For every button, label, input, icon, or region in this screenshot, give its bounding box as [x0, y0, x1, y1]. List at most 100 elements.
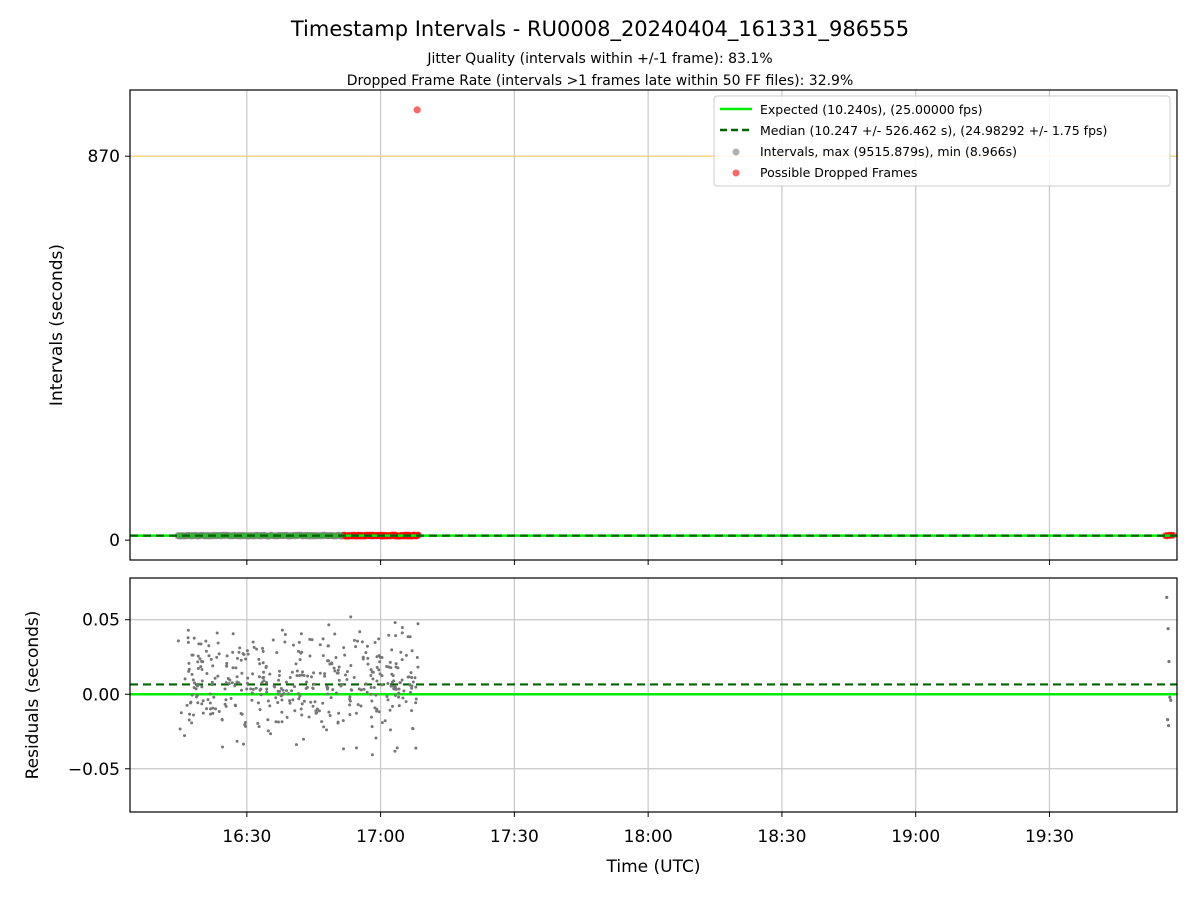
residual-point — [365, 690, 369, 694]
residual-point — [416, 665, 420, 669]
residual-point — [343, 653, 347, 657]
residual-point — [205, 672, 209, 676]
residual-point — [352, 675, 356, 679]
residual-point — [390, 648, 394, 652]
residual-point — [266, 699, 270, 703]
residual-point — [337, 711, 341, 715]
residual-point — [208, 701, 212, 705]
residual-point — [409, 671, 413, 675]
residual-point — [245, 681, 249, 685]
residual-point — [285, 715, 289, 719]
residual-point — [235, 680, 239, 684]
residual-point — [314, 711, 318, 715]
residual-point — [239, 688, 243, 692]
legend-box — [713, 95, 1171, 187]
residual-point — [375, 679, 379, 683]
residual-point — [217, 652, 221, 656]
residual-point — [201, 699, 205, 703]
residual-point — [349, 664, 353, 668]
residual-point — [326, 659, 330, 663]
residual-point — [336, 671, 340, 675]
x-tick-label: 16:30 — [222, 827, 271, 847]
residual-point — [370, 699, 374, 703]
residuals-marks — [176, 595, 1173, 757]
residual-point — [200, 659, 204, 663]
residual-point — [1165, 595, 1169, 599]
residual-point — [233, 703, 237, 707]
residual-point — [207, 654, 211, 658]
residual-point — [217, 709, 221, 713]
residual-point — [374, 736, 378, 740]
residuals-y-tick-label: −0.05 — [68, 760, 120, 780]
residual-point — [210, 683, 214, 687]
residual-point — [404, 653, 408, 657]
residual-point — [286, 692, 290, 696]
residual-point — [255, 647, 259, 651]
residual-point — [323, 674, 327, 678]
residual-point — [262, 675, 266, 679]
residual-point — [240, 712, 244, 716]
legend-dropped-label: Possible Dropped Frames — [760, 165, 917, 180]
residual-point — [293, 685, 297, 689]
intervals-marks — [130, 106, 1177, 540]
residual-point — [245, 687, 249, 691]
x-axis-label: Time (UTC) — [606, 857, 701, 877]
residual-point — [250, 698, 254, 702]
residual-point — [188, 712, 192, 716]
residual-point — [241, 652, 245, 656]
residual-point — [393, 693, 397, 697]
residual-point — [369, 685, 373, 689]
residual-point — [333, 632, 337, 636]
residual-point — [393, 749, 397, 753]
residual-point — [258, 662, 262, 666]
residual-point — [240, 671, 244, 675]
residual-point — [1168, 695, 1172, 699]
residual-point — [214, 707, 218, 711]
residual-point — [366, 656, 370, 660]
residual-point — [191, 713, 195, 717]
residual-point — [305, 685, 309, 689]
residual-point — [288, 701, 292, 705]
intervals-panel: 0 870 Intervals (seconds) Expected (10.24… — [47, 89, 1178, 565]
residual-point — [397, 695, 401, 699]
residual-point — [336, 720, 340, 724]
residual-point — [256, 721, 260, 725]
residual-point — [329, 696, 333, 700]
residual-point — [299, 651, 303, 655]
residual-point — [258, 708, 262, 712]
residual-point — [395, 746, 399, 750]
residual-point — [307, 715, 311, 719]
residual-point — [275, 651, 279, 655]
residual-point — [321, 701, 325, 705]
residual-point — [337, 678, 341, 682]
residual-point — [369, 715, 373, 719]
residual-point — [298, 658, 302, 662]
residual-point — [360, 640, 364, 644]
residual-point — [291, 698, 295, 702]
residual-point — [414, 701, 418, 705]
residual-point — [387, 633, 391, 637]
intervals-x-ticks — [246, 560, 1050, 565]
residual-point — [400, 625, 404, 629]
residual-point — [371, 677, 375, 681]
residual-point — [241, 742, 245, 746]
residual-point — [283, 640, 287, 644]
residual-point — [212, 695, 216, 699]
residual-point — [354, 711, 358, 715]
residual-point — [334, 656, 338, 660]
residual-point — [386, 681, 390, 685]
residual-point — [312, 682, 316, 686]
residual-point — [369, 692, 373, 696]
residual-point — [230, 681, 234, 685]
residual-point — [182, 734, 186, 738]
residual-point — [204, 639, 208, 643]
residual-point — [313, 700, 317, 704]
residual-point — [394, 687, 398, 691]
residual-point — [223, 687, 227, 691]
residual-point — [332, 666, 336, 670]
x-tick-label: 19:30 — [1025, 827, 1074, 847]
residuals-y-tick-label: 0.00 — [82, 685, 120, 705]
residual-point — [235, 739, 239, 743]
residual-point — [375, 709, 379, 713]
residual-point — [190, 672, 194, 676]
